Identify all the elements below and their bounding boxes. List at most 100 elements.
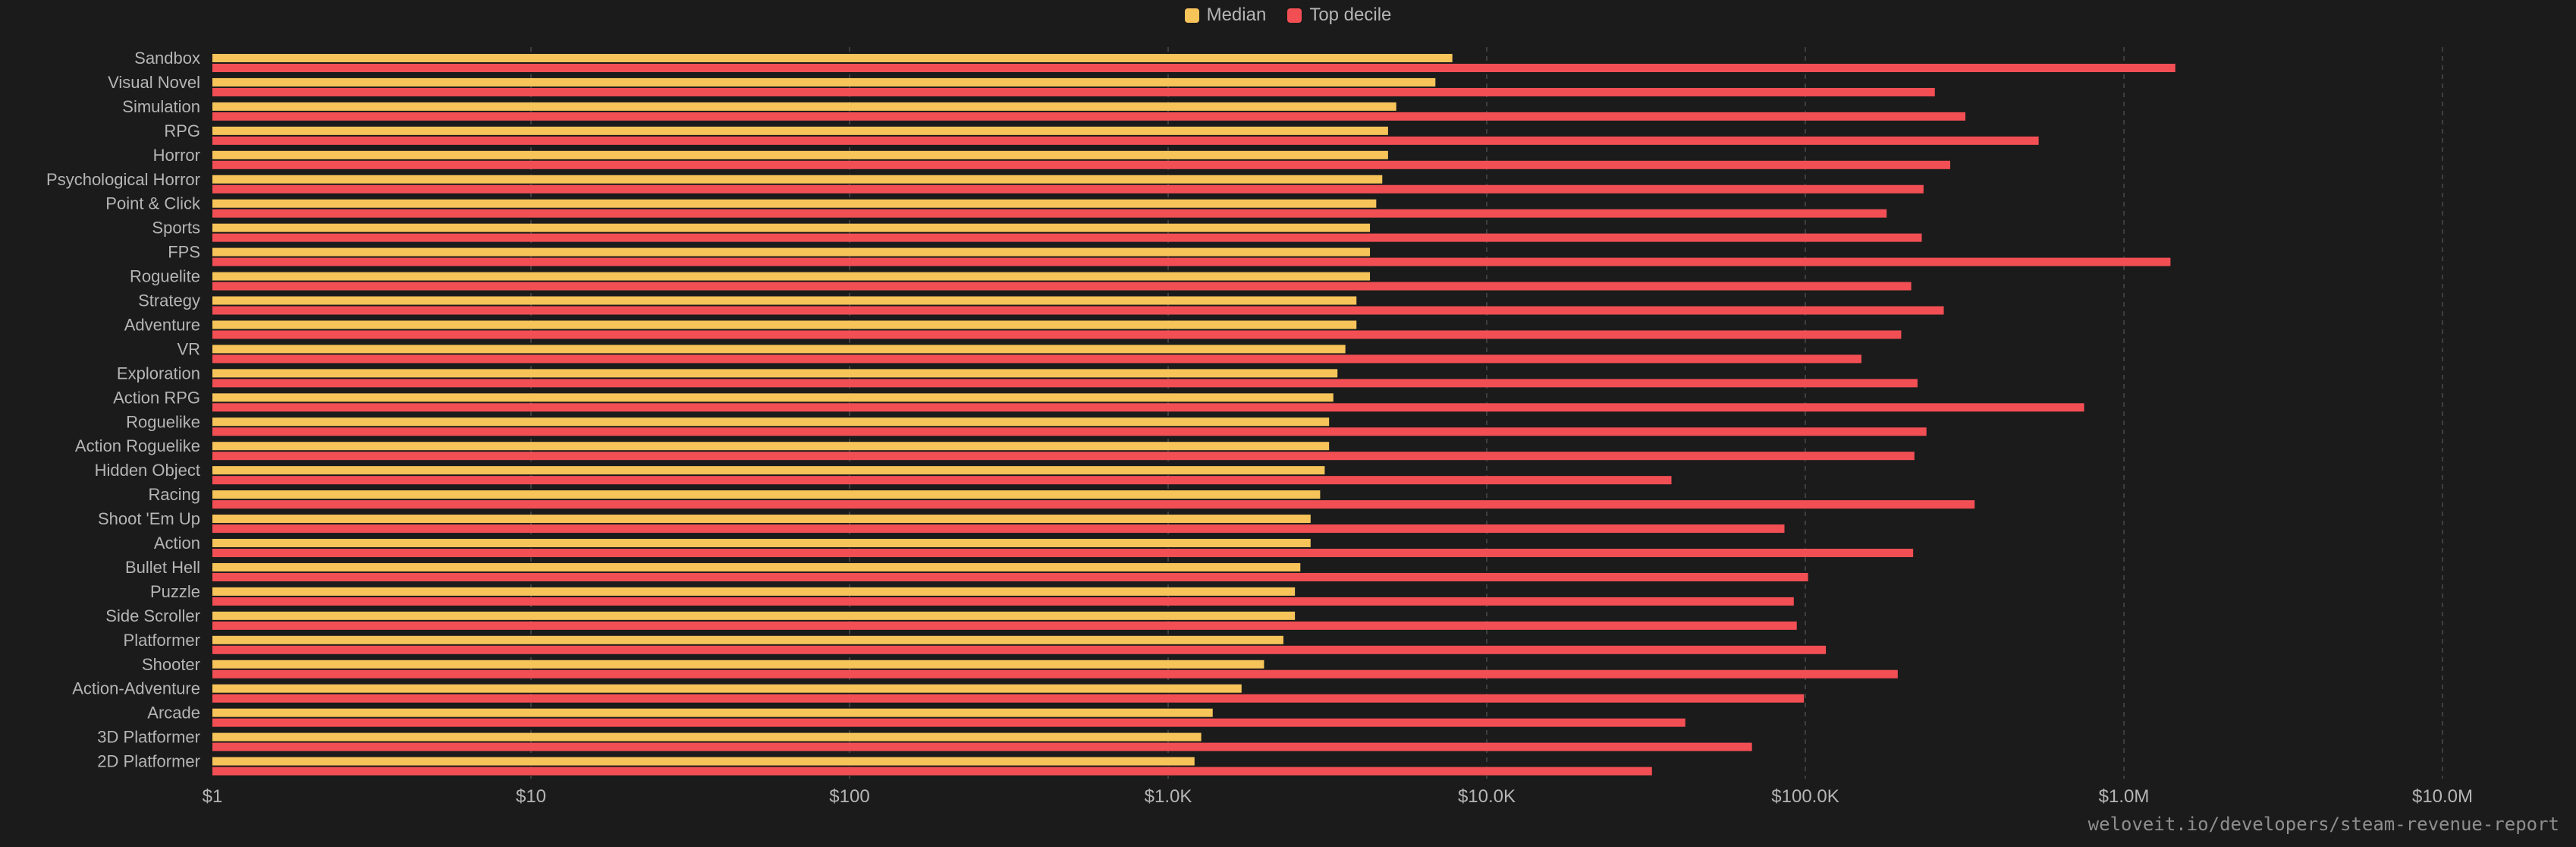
legend-label-top-decile: Top decile xyxy=(1309,5,1392,25)
legend-label-median: Median xyxy=(1206,5,1267,25)
bar-top-decile xyxy=(212,669,1898,679)
bar-top-decile xyxy=(212,64,2175,72)
bar-top-decile xyxy=(212,330,1902,339)
bar-top-decile xyxy=(212,427,1927,436)
bar-top-decile xyxy=(212,742,1752,751)
category-label: Arcade xyxy=(147,704,200,723)
category-label: 3D Platformer xyxy=(97,728,200,747)
bar-top-decile xyxy=(212,694,1805,703)
bar-median xyxy=(212,175,1383,184)
bar-median xyxy=(212,587,1296,596)
bar-top-decile xyxy=(212,136,2039,145)
category-label: Puzzle xyxy=(150,582,200,601)
bar-top-decile xyxy=(212,112,1966,121)
category-label: Platformer xyxy=(124,631,200,650)
category-label: Point & Click xyxy=(105,194,201,213)
bar-median xyxy=(212,684,1242,693)
bar-median xyxy=(212,515,1311,524)
category-label: Action Roguelike xyxy=(75,436,200,455)
category-label: Sandbox xyxy=(134,49,200,68)
bar-top-decile xyxy=(212,549,1914,557)
bar-top-decile xyxy=(212,572,1808,581)
bar-top-decile xyxy=(212,87,1935,96)
x-tick-label: $100 xyxy=(829,786,869,807)
bar-median xyxy=(212,126,1388,135)
bar-top-decile xyxy=(212,306,1944,315)
legend-item-top-decile[interactable]: Top decile xyxy=(1287,5,1391,26)
bar-top-decile xyxy=(212,209,1887,218)
bar-median xyxy=(212,54,1453,62)
source-url: weloveit.io/developers/steam-revenue-rep… xyxy=(2088,814,2559,835)
legend-swatch-median xyxy=(1184,8,1199,23)
bar-median xyxy=(212,442,1330,451)
x-tick-label: $10.0K xyxy=(1458,786,1516,807)
bar-median xyxy=(212,320,1357,329)
bar-median xyxy=(212,199,1377,208)
bar-top-decile xyxy=(212,379,1918,388)
legend: Median Top decile xyxy=(0,5,2576,26)
bar-median xyxy=(212,539,1311,547)
bar-median xyxy=(212,247,1371,257)
bar-top-decile xyxy=(212,767,1652,776)
bar-median xyxy=(212,102,1396,111)
x-tick-label: $100.0K xyxy=(1771,786,1839,807)
category-label: Simulation xyxy=(122,97,200,116)
category-label: Action-Adventure xyxy=(72,679,200,698)
category-label: Action xyxy=(154,534,200,553)
category-labels: Sandbox Visual Novel Simulation RPG Horror Ps… xyxy=(46,49,201,771)
bar-median xyxy=(212,369,1338,378)
bar-median xyxy=(212,393,1334,402)
bar-top-decile xyxy=(212,257,2171,266)
category-label: Roguelike xyxy=(126,412,200,431)
bar-median xyxy=(212,150,1388,159)
category-label: Action RPG xyxy=(113,388,200,407)
category-label: Psychological Horror xyxy=(46,170,200,189)
bars-layer xyxy=(212,54,2175,776)
category-label: Exploration xyxy=(117,364,200,383)
bar-top-decile xyxy=(212,621,1797,630)
bar-top-decile xyxy=(212,354,1861,364)
category-label: Horror xyxy=(153,146,200,165)
bar-median xyxy=(212,611,1296,620)
x-tick-label: $1 xyxy=(203,786,223,807)
x-tick-label: $10 xyxy=(516,786,546,807)
category-label: Shoot 'Em Up xyxy=(98,509,200,528)
bar-top-decile xyxy=(212,476,1672,485)
bar-median xyxy=(212,708,1213,717)
bar-median xyxy=(212,466,1325,475)
category-label: FPS xyxy=(168,243,200,262)
category-label: Side Scroller xyxy=(105,606,200,625)
category-label: Visual Novel xyxy=(108,73,200,92)
category-label: Bullet Hell xyxy=(125,558,200,577)
category-label: Racing xyxy=(149,485,200,504)
category-label: 2D Platformer xyxy=(97,752,200,771)
bar-top-decile xyxy=(212,597,1794,606)
legend-swatch-top-decile xyxy=(1287,8,1302,23)
x-tick-label: $10.0M xyxy=(2412,786,2473,807)
bar-top-decile xyxy=(212,452,1915,461)
category-label: Hidden Object xyxy=(95,461,200,480)
bar-median xyxy=(212,417,1330,427)
bar-top-decile xyxy=(212,645,1827,654)
x-tick-label: $1.0K xyxy=(1145,786,1192,807)
category-label: RPG xyxy=(164,121,200,140)
bar-median xyxy=(212,223,1371,232)
bar-top-decile xyxy=(212,233,1922,242)
bar-top-decile xyxy=(212,500,1975,509)
category-label: Strategy xyxy=(138,291,200,310)
bar-median xyxy=(212,757,1195,766)
category-label: Roguelite xyxy=(130,267,200,286)
bar-median xyxy=(212,635,1283,644)
category-label: VR xyxy=(177,339,200,358)
bar-median xyxy=(212,490,1321,499)
bar-median xyxy=(212,296,1357,305)
bar-top-decile xyxy=(212,718,1685,727)
bar-median xyxy=(212,345,1346,354)
bar-top-decile xyxy=(212,184,1924,194)
category-label: Adventure xyxy=(124,315,200,334)
bar-top-decile xyxy=(212,524,1785,534)
bar-top-decile xyxy=(212,403,2084,412)
category-label: Shooter xyxy=(142,655,200,674)
legend-item-median[interactable]: Median xyxy=(1184,5,1267,26)
